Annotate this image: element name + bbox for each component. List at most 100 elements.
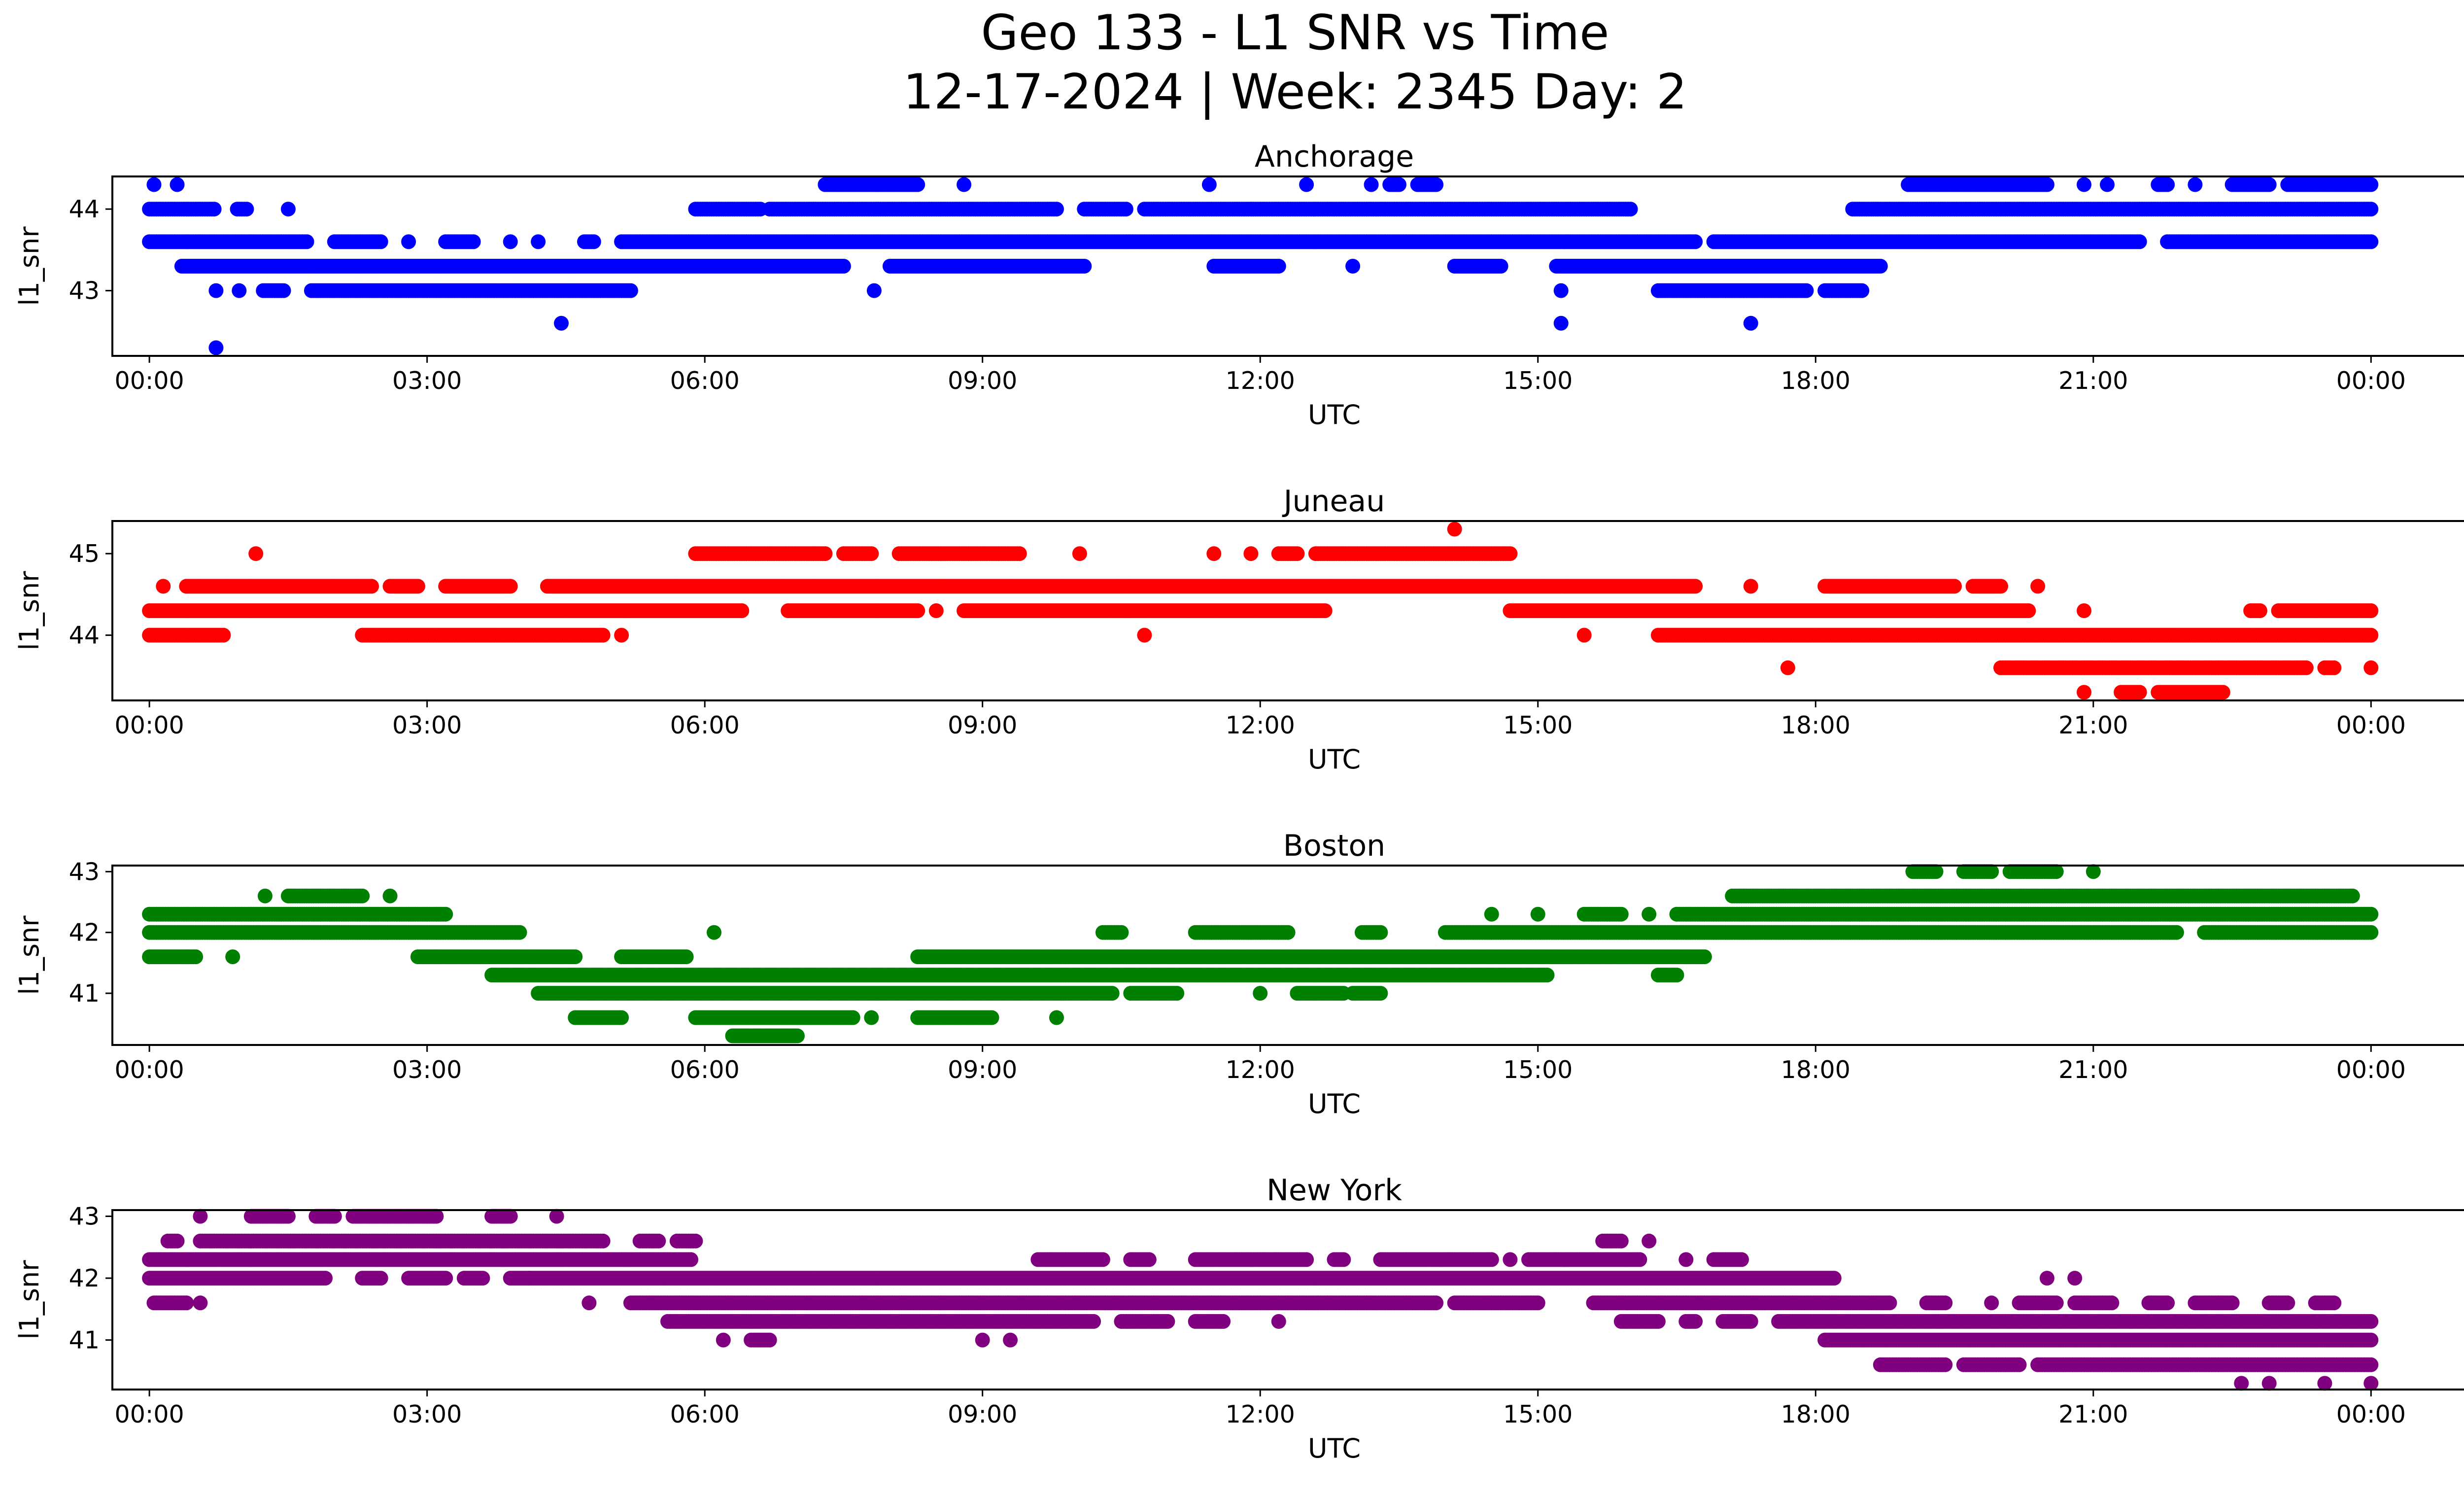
data-point [503,234,518,249]
x-tick-label: 00:00 [2336,367,2406,395]
data-point [531,234,546,249]
data-point [1780,660,1795,675]
data-point [2327,660,2342,675]
data-point [2077,685,2091,700]
subplot-title: Anchorage [1255,139,1414,174]
x-tick-label: 12:00 [1226,711,1295,739]
data-point [1743,579,1758,594]
data-point [1993,579,2008,594]
data-point [928,603,944,618]
data-point [2100,177,2115,192]
data-point [790,1028,805,1043]
data-point [1743,315,1758,331]
data-point [554,315,569,331]
data-point [1345,259,1361,274]
data-point [2160,177,2175,192]
x-tick-label: 12:00 [1226,367,1295,395]
data-point [2363,202,2379,217]
data-point [910,603,925,618]
data-point [1576,627,1592,643]
data-point [818,546,833,561]
data-point [466,234,481,249]
data-point [1299,177,1314,192]
y-tick-label: 43 [69,277,100,305]
data-point [734,603,750,618]
data-point [280,202,296,217]
data-point [364,579,379,594]
data-point [2252,603,2267,618]
data-point [1012,546,1027,561]
data-point [2132,685,2147,700]
data-point [208,283,224,298]
x-tick-label: 06:00 [670,367,740,395]
subplot-title: Juneau [1282,484,1385,519]
data-point [1429,177,1444,192]
x-tick-label: 15:00 [1503,367,1573,395]
data-point [1392,177,1406,192]
data-point [1493,259,1508,274]
x-tick-label: 06:00 [670,711,740,739]
data-point [2021,603,2036,618]
data-point [299,234,314,249]
x-tick-label: 03:00 [392,367,462,395]
data-point [614,627,629,643]
data-point [2039,177,2054,192]
data-point [2363,660,2379,675]
figure-title-line-1: Geo 133 - L1 SNR vs Time [981,5,1609,61]
data-point [1049,1010,1064,1025]
data-point [1553,315,1569,331]
data-point [957,177,972,192]
data-point [232,283,247,298]
y-axis-label: l1_snr [14,571,45,651]
data-point [910,177,925,192]
data-point [1688,234,1703,249]
data-point [1271,259,1286,274]
data-point [1503,546,1518,561]
x-tick-label: 00:00 [2336,711,2406,739]
data-point [586,234,601,249]
data-point [2132,234,2147,249]
data-point [401,234,416,249]
data-point [248,546,264,561]
data-point [984,1010,999,1025]
x-tick-label: 21:00 [2058,711,2128,739]
data-point [2030,579,2046,594]
data-point [2077,603,2091,618]
data-point [2215,685,2230,700]
figure-title-line-2: 12-17-2024 | Week: 2345 Day: 2 [903,64,1687,120]
data-point [276,283,291,298]
data-point [208,340,224,355]
data-point [2363,627,2379,643]
data-point [1873,259,1888,274]
y-axis-label: l1_snr [14,226,45,306]
x-tick-label: 00:00 [115,367,184,395]
data-point [866,283,882,298]
scatter-series [142,177,2379,355]
data-point [836,259,851,274]
data-point [239,202,254,217]
data-point [2363,177,2379,192]
data-point [1623,202,1638,217]
data-point [1206,546,1222,561]
data-point [410,579,425,594]
data-point [1137,627,1152,643]
data-point [623,283,638,298]
data-point [1049,202,1064,217]
data-point [170,177,185,192]
x-tick-label: 09:00 [948,711,1017,739]
subplot-title: Boston [1283,829,1385,863]
data-point [1118,202,1133,217]
data-point [1364,177,1379,192]
data-point [373,234,388,249]
x-tick-label: 00:00 [115,711,184,739]
data-point [614,1010,629,1025]
data-point [1072,546,1087,561]
x-axis-label: UTC [1308,399,1361,430]
data-point [156,579,171,594]
data-point [1553,283,1569,298]
x-tick-label: 15:00 [1503,711,1573,739]
data-point [1290,546,1305,561]
